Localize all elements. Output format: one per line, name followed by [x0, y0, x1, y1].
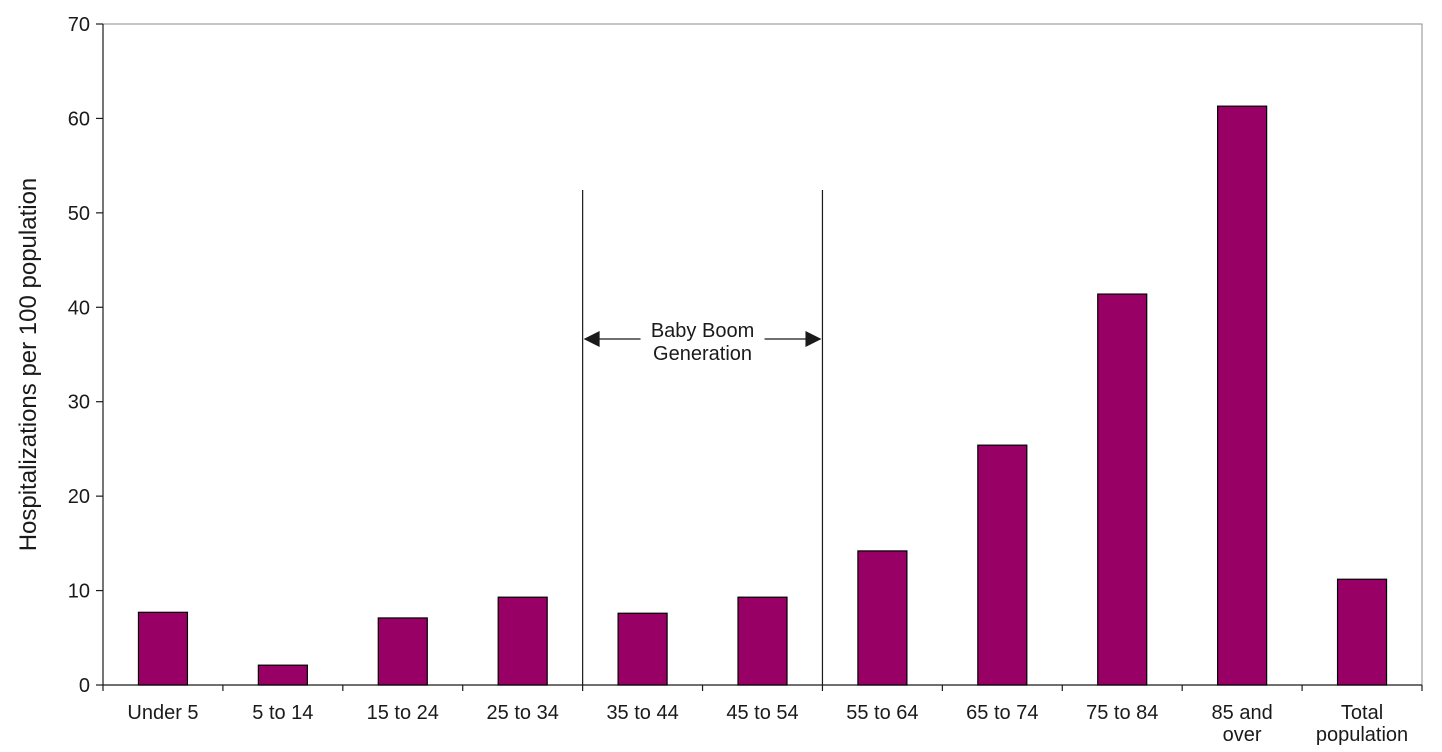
x-tick-label: 15 to 24: [367, 702, 439, 724]
left-arrowhead-icon: [583, 331, 600, 347]
y-tick-label: 70: [68, 14, 90, 36]
x-tick-label: 45 to 54: [726, 702, 798, 724]
x-tick-label: 65 to 74: [966, 702, 1038, 724]
y-axis-label: Hospitalizations per 100 population: [15, 178, 42, 552]
y-tick-label: 60: [68, 108, 90, 130]
y-tick-label: 50: [68, 203, 90, 225]
x-axis: Under 5 5 to 14 15 to 24 25 to 34 35 to 44 45…: [102, 684, 1423, 746]
bar: [857, 550, 908, 686]
bar: [497, 596, 548, 686]
y-tick-label: 40: [68, 297, 90, 319]
bar: [977, 444, 1028, 686]
bar: [617, 612, 668, 686]
baby-boom-annotation: Baby Boom Generation: [582, 190, 824, 685]
x-tick-label: 35 to 44: [606, 702, 678, 724]
x-tick-label: 55 to 64: [846, 702, 918, 724]
bars: [137, 105, 1388, 686]
right-arrowhead-icon: [805, 331, 822, 347]
bar: [1217, 105, 1268, 686]
x-tick-label: 85 and over: [1212, 702, 1273, 746]
y-tick-label: 20: [68, 486, 90, 508]
bar: [1336, 578, 1388, 686]
bar: [257, 664, 308, 686]
y-tick-label: 30: [68, 392, 90, 414]
x-tick-label: 75 to 84: [1086, 702, 1158, 724]
bar: [1097, 293, 1148, 686]
x-tick-label: Under 5: [127, 702, 198, 724]
baby-boom-label: Baby Boom Generation: [651, 320, 754, 365]
y-tick-label: 0: [79, 675, 90, 697]
x-tick-label: 25 to 34: [487, 702, 559, 724]
y-axis: 0 10 20 30 40 50 60 70: [68, 14, 104, 697]
bar: [377, 617, 428, 686]
x-tick-label: Total population: [1316, 702, 1408, 746]
bar: [137, 611, 189, 686]
y-tick-label: 10: [68, 581, 90, 603]
x-tick-label: 5 to 14: [252, 702, 313, 724]
bar: [737, 596, 788, 686]
